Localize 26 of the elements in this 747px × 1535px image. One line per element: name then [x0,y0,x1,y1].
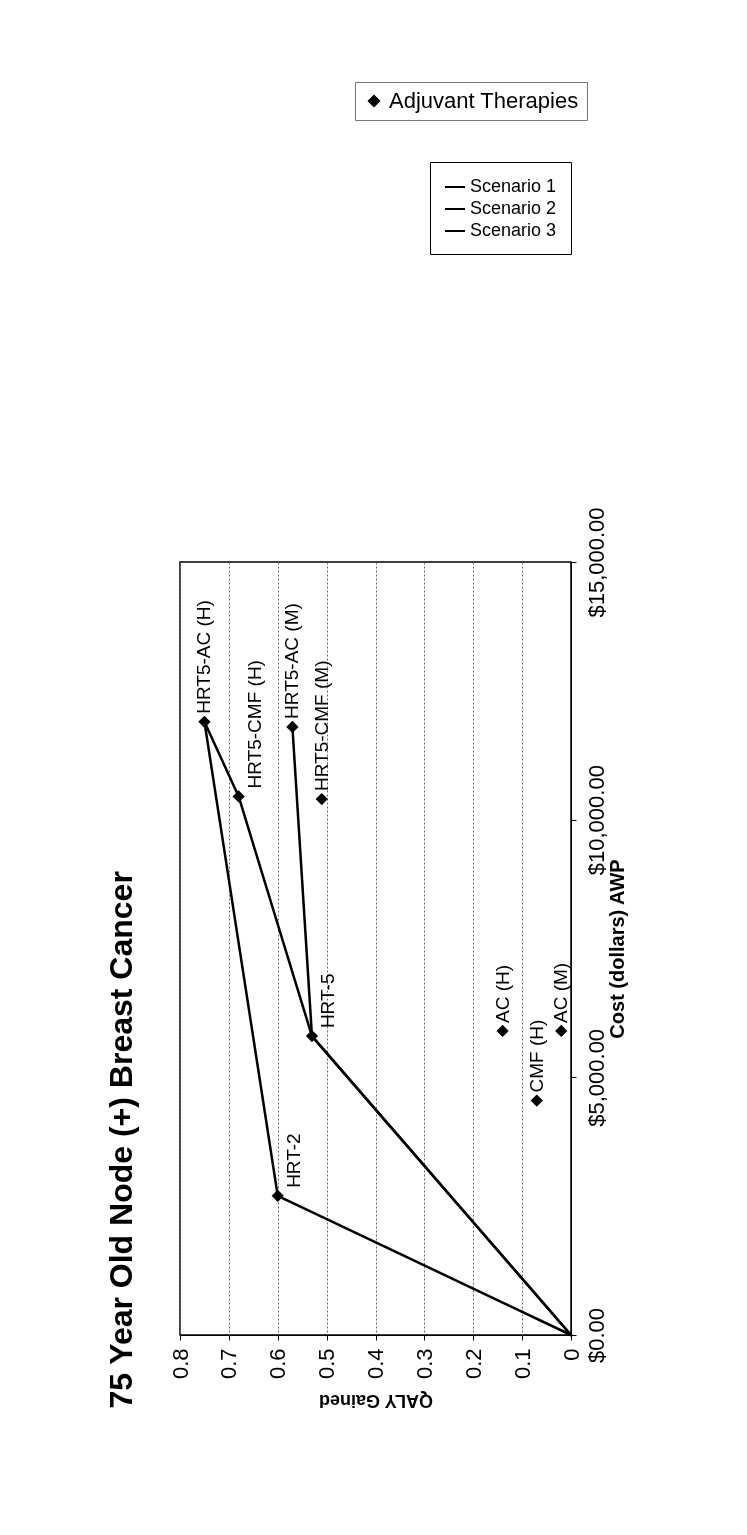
annotation: HRT5-CMF (M) [310,660,332,792]
annotation: HRT5-AC (M) [281,603,303,719]
annotation: HRT5-AC (H) [193,600,215,714]
legend-label: Scenario 3 [470,220,557,240]
x-tick-label: 0 [558,1348,584,1361]
y-tick-label: $0.00 [583,1307,609,1364]
legend-label: Scenario 2 [470,198,557,218]
annotation: AC (M) [550,962,572,1023]
x-tick-label: 0.5 [314,1348,340,1380]
annotation: AC (H) [491,964,513,1023]
x-tick-label: 0.3 [411,1348,437,1380]
x-axis-title: QALY Gained [318,1391,434,1412]
x-tick-label: 0.2 [460,1348,486,1380]
annotation: HRT-2 [282,1133,304,1188]
x-tick-label: 0.8 [167,1348,193,1380]
y-tick-label: $15,000.00 [583,507,609,618]
x-tick-label: 0.6 [265,1348,291,1380]
text: 75 Year Old Node (+) Breast Cancer [103,871,139,1409]
x-tick-label: 0.7 [216,1348,242,1380]
legend-label: Scenario 1 [470,176,557,196]
annotation: HRT5-CMF (H) [243,660,265,789]
legend-label: Adjuvant Therapies [389,88,579,113]
x-tick-label: 0.1 [509,1348,535,1380]
annotation: HRT-5 [316,973,338,1029]
x-tick-label: 0.4 [363,1348,388,1380]
annotation: CMF (H) [525,1019,547,1093]
